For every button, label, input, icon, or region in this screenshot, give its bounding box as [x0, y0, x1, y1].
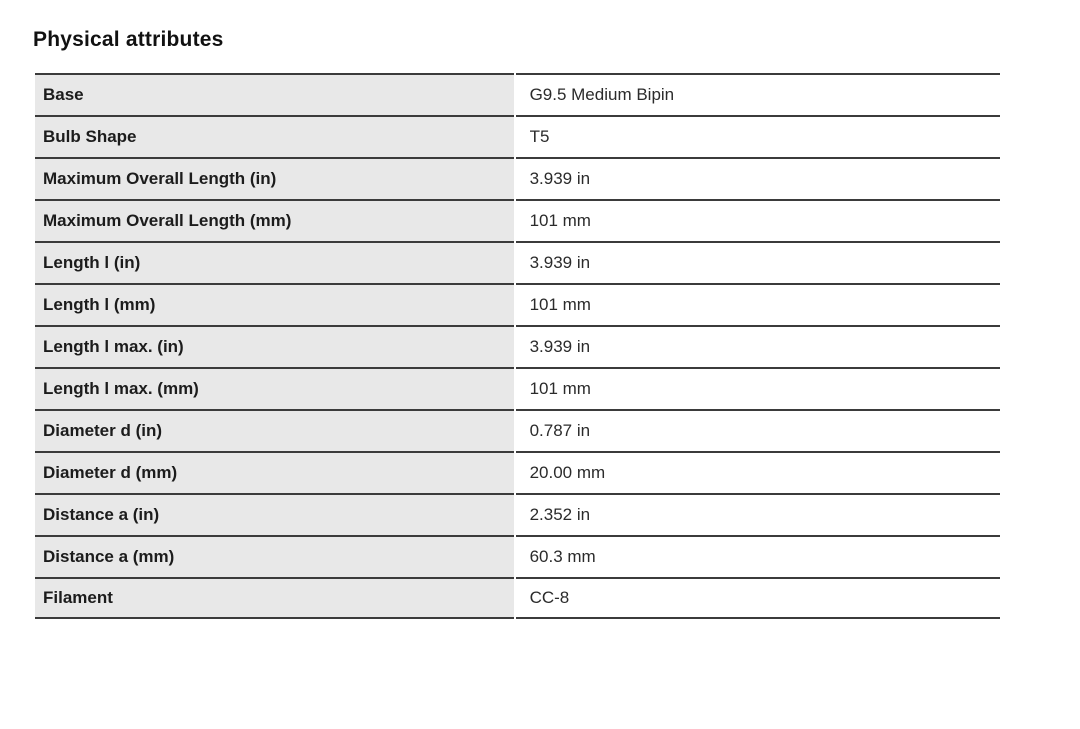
attribute-value: 101 mm	[515, 283, 1000, 325]
attribute-value: 3.939 in	[515, 325, 1000, 367]
table-row: Bulb Shape T5	[35, 115, 1000, 157]
attribute-label: Diameter d (mm)	[35, 451, 514, 493]
table-row: Base G9.5 Medium Bipin	[35, 73, 1000, 115]
page-title: Physical attributes	[33, 28, 224, 51]
attribute-value: 60.3 mm	[515, 535, 1000, 577]
table-row: Distance a (in) 2.352 in	[35, 493, 1000, 535]
attribute-label: Length l max. (in)	[35, 325, 514, 367]
attribute-value: CC-8	[515, 577, 1000, 619]
table-row: Maximum Overall Length (mm) 101 mm	[35, 199, 1000, 241]
attribute-value: G9.5 Medium Bipin	[515, 73, 1000, 115]
physical-attributes-table: Base G9.5 Medium Bipin Bulb Shape T5 Max…	[33, 73, 1002, 619]
table-row: Length l (in) 3.939 in	[35, 241, 1000, 283]
attribute-label: Maximum Overall Length (mm)	[35, 199, 514, 241]
attribute-value: 2.352 in	[515, 493, 1000, 535]
attribute-label: Base	[35, 73, 514, 115]
table-row: Filament CC-8	[35, 577, 1000, 619]
attribute-label: Filament	[35, 577, 514, 619]
attribute-value: 20.00 mm	[515, 451, 1000, 493]
attribute-value: 101 mm	[515, 367, 1000, 409]
attribute-label: Distance a (mm)	[35, 535, 514, 577]
attribute-value: 0.787 in	[515, 409, 1000, 451]
attribute-label: Distance a (in)	[35, 493, 514, 535]
physical-attributes-section: Physical attributes Base G9.5 Medium Bip…	[33, 27, 1002, 619]
table-row: Diameter d (mm) 20.00 mm	[35, 451, 1000, 493]
attribute-value: 3.939 in	[515, 157, 1000, 199]
table-row: Distance a (mm) 60.3 mm	[35, 535, 1000, 577]
attribute-label: Diameter d (in)	[35, 409, 514, 451]
attribute-label: Length l max. (mm)	[35, 367, 514, 409]
attribute-label: Maximum Overall Length (in)	[35, 157, 514, 199]
attribute-label: Length l (in)	[35, 241, 514, 283]
table-row: Maximum Overall Length (in) 3.939 in	[35, 157, 1000, 199]
table-body: Base G9.5 Medium Bipin Bulb Shape T5 Max…	[35, 73, 1000, 619]
table-row: Length l (mm) 101 mm	[35, 283, 1000, 325]
attribute-label: Bulb Shape	[35, 115, 514, 157]
attribute-value: 3.939 in	[515, 241, 1000, 283]
attribute-label: Length l (mm)	[35, 283, 514, 325]
attribute-value: T5	[515, 115, 1000, 157]
table-row: Length l max. (mm) 101 mm	[35, 367, 1000, 409]
attribute-value: 101 mm	[515, 199, 1000, 241]
table-row: Length l max. (in) 3.939 in	[35, 325, 1000, 367]
table-row: Diameter d (in) 0.787 in	[35, 409, 1000, 451]
